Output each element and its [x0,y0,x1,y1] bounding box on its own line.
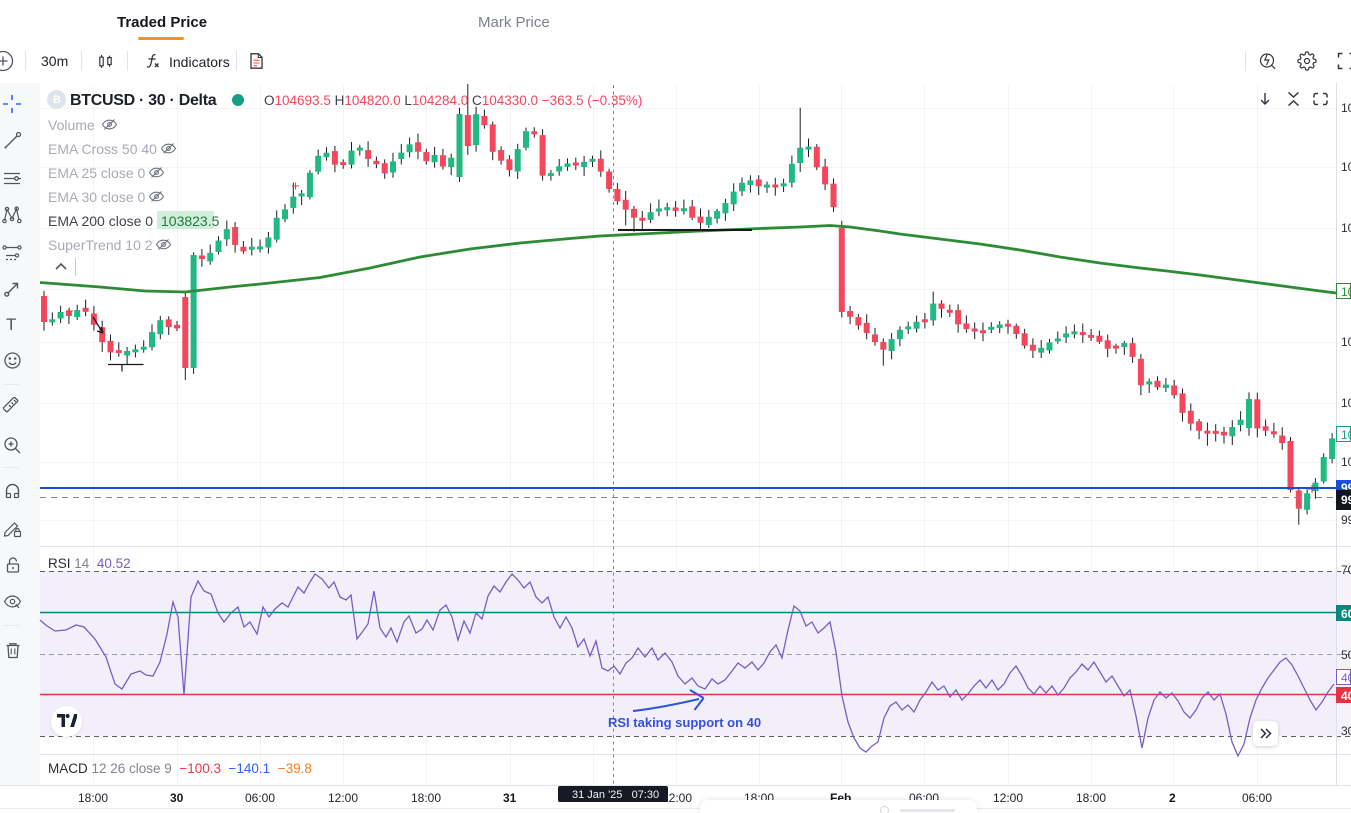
svg-text:RSI taking support on 40: RSI taking support on 40 [608,715,761,730]
